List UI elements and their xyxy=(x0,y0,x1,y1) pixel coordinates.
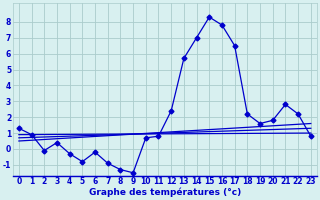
X-axis label: Graphe des températures (°c): Graphe des températures (°c) xyxy=(89,188,241,197)
